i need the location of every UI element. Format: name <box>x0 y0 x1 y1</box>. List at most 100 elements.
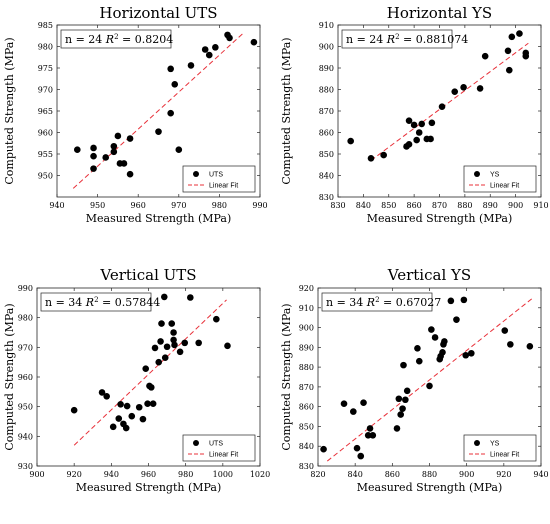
y-tick-label: 850 <box>299 422 314 431</box>
data-point <box>447 297 455 305</box>
x-axis-label: Measured Strength (MPa) <box>76 481 222 494</box>
data-point <box>70 406 78 414</box>
x-tick-label: 980 <box>212 201 227 210</box>
annotation-n: n = 34 <box>45 296 86 309</box>
data-point <box>428 119 436 127</box>
data-point <box>163 343 171 351</box>
x-tick-label: 940 <box>49 201 64 210</box>
data-point <box>400 361 407 369</box>
y-tick-label: 860 <box>319 129 334 138</box>
data-point <box>155 128 162 135</box>
y-tick-label: 840 <box>299 442 314 451</box>
annotation-box <box>341 29 453 49</box>
data-point <box>350 408 357 415</box>
annotation-box <box>60 29 172 49</box>
data-point <box>438 103 446 110</box>
legend-box <box>463 165 537 193</box>
x-tick-label: 980 <box>178 470 193 479</box>
data-point <box>139 415 147 423</box>
x-tick-label: 900 <box>459 470 474 479</box>
data-point <box>212 44 219 51</box>
data-point <box>410 121 418 129</box>
y-tick-label: 970 <box>38 86 53 95</box>
x-tick-label: 950 <box>90 201 105 210</box>
data-point <box>147 384 155 391</box>
data-point <box>90 165 97 172</box>
legend-label-points: UTS <box>209 441 223 448</box>
annotation-r2-value: = 0.57844 <box>99 296 161 309</box>
data-point <box>427 135 434 143</box>
x-tick-label: 880 <box>422 470 437 479</box>
data-point <box>157 338 164 345</box>
data-point <box>393 425 401 432</box>
data-point <box>380 151 387 159</box>
data-point <box>151 344 159 352</box>
y-tick-label: 950 <box>18 403 33 412</box>
data-point <box>201 46 209 53</box>
legend-marker-points <box>193 171 199 177</box>
data-point <box>103 392 110 400</box>
annotation-box <box>40 292 152 312</box>
y-axis-label: Computed Strength (MPa) <box>280 37 293 184</box>
y-tick-label: 900 <box>299 324 314 333</box>
data-point <box>187 62 195 69</box>
x-tick-label: 960 <box>131 201 146 210</box>
chart-title: Horizontal YS <box>387 4 492 22</box>
x-tick-label: 1000 <box>213 470 233 479</box>
y-tick-label: 870 <box>299 383 314 392</box>
y-tick-label: 990 <box>18 284 33 293</box>
data-point <box>357 452 365 460</box>
data-point <box>74 146 81 153</box>
y-tick-label: 980 <box>38 43 53 52</box>
data-point <box>453 316 460 323</box>
data-point <box>170 336 177 344</box>
data-point <box>171 81 179 88</box>
y-tick-label: 960 <box>18 373 33 382</box>
x-tick-label: 910 <box>533 201 548 210</box>
data-point <box>117 400 124 408</box>
x-tick-label: 860 <box>406 201 421 210</box>
legend-marker-points <box>474 440 480 446</box>
y-tick-label: 950 <box>38 172 53 181</box>
data-point <box>395 395 403 403</box>
data-point <box>195 339 202 347</box>
data-point <box>102 154 110 161</box>
legend-label-points: YS <box>490 172 500 179</box>
x-tick-label: 940 <box>104 470 119 479</box>
annotation-r-symbol: R <box>105 33 114 46</box>
annotation-box <box>321 292 433 312</box>
y-tick-label: 880 <box>299 363 314 372</box>
x-tick-label: 970 <box>171 201 186 210</box>
legend-box <box>463 434 537 462</box>
annotation-n: n = 24 <box>346 33 387 46</box>
y-tick-label: 960 <box>38 129 53 138</box>
data-point <box>90 144 97 152</box>
data-point <box>224 342 231 350</box>
data-point <box>110 142 118 150</box>
data-point <box>415 129 423 136</box>
x-tick-label: 990 <box>252 201 267 210</box>
data-point <box>171 341 178 349</box>
x-tick-label: 840 <box>356 201 371 210</box>
y-tick-label: 850 <box>319 150 334 159</box>
data-point <box>167 109 174 117</box>
data-point <box>109 423 117 431</box>
data-point <box>462 351 470 359</box>
annotation-r-superscript: 2 <box>375 296 379 304</box>
y-tick-label: 980 <box>18 314 33 323</box>
y-axis-label: Computed Strength (MPa) <box>3 37 16 184</box>
annotation-r2-value: = 0.8204 <box>119 33 174 46</box>
data-point <box>158 320 165 327</box>
legend-label-fit: Linear Fit <box>209 183 238 190</box>
data-point <box>170 329 177 336</box>
data-point <box>205 51 213 59</box>
data-point <box>167 65 174 73</box>
y-tick-label: 860 <box>299 403 314 412</box>
data-point <box>175 146 183 153</box>
chart-panel-4: Vertical YS 820 840 860 880 900 920 940 830 840 85… <box>280 266 549 494</box>
data-point <box>187 294 194 301</box>
data-point <box>504 47 512 55</box>
data-point <box>155 358 163 366</box>
data-point <box>451 88 459 95</box>
data-point <box>120 160 128 167</box>
